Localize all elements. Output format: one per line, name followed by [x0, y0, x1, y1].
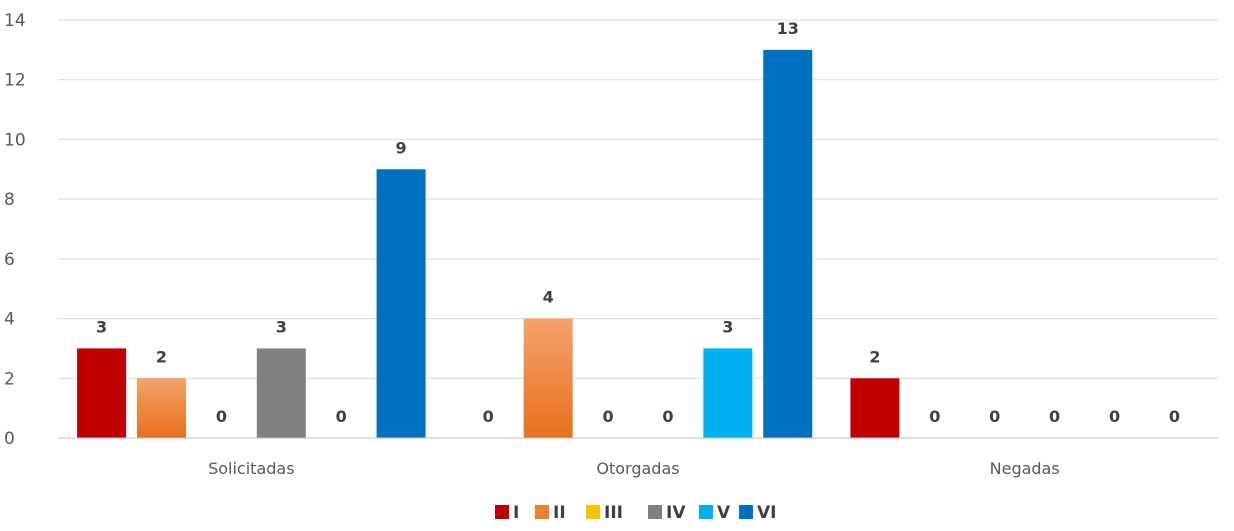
data-label: 4: [543, 288, 554, 307]
legend-label: III: [604, 503, 623, 523]
data-label: 9: [396, 138, 407, 157]
data-label: 0: [1109, 407, 1120, 426]
data-label: 0: [602, 407, 613, 426]
data-label: 0: [1049, 407, 1060, 426]
data-label: 0: [483, 407, 494, 426]
y-tick-label: 0: [4, 429, 15, 449]
legend-swatch: [699, 505, 713, 519]
bar-VI-Otorgadas: [763, 49, 813, 438]
y-axis: 0 2 4 6 8 10 12 14: [4, 11, 26, 449]
legend-swatch: [739, 505, 753, 519]
legend-label: V: [717, 503, 731, 523]
legend-item-V: V: [699, 503, 731, 523]
data-label: 13: [777, 19, 799, 38]
legend-item-VI: VI: [739, 503, 776, 523]
legend-label: IV: [666, 503, 686, 523]
category-label: Negadas: [990, 459, 1060, 478]
data-label: 3: [96, 317, 107, 336]
bar-II-Otorgadas: [523, 318, 573, 438]
legend-label: II: [553, 503, 566, 523]
data-label: 0: [216, 407, 227, 426]
bar-I-Solicitadas: [77, 348, 127, 438]
y-tick-label: 4: [4, 310, 15, 330]
legend-item-I: I: [495, 503, 519, 523]
legend-item-IV: IV: [648, 503, 686, 523]
bars: [77, 49, 900, 439]
y-tick-label: 2: [4, 369, 15, 389]
x-axis: Solicitadas Otorgadas Negadas: [58, 437, 1218, 478]
data-label: 2: [869, 347, 880, 366]
legend: I II III IV V VI: [495, 503, 776, 523]
legend-swatch: [586, 505, 600, 519]
legend-swatch: [648, 505, 662, 519]
legend-swatch: [535, 505, 549, 519]
y-tick-label: 8: [4, 190, 15, 210]
y-tick-label: 14: [4, 11, 26, 31]
bar-I-Negadas: [850, 378, 900, 438]
bar-II-Solicitadas: [136, 378, 186, 438]
legend-item-II: II: [535, 503, 566, 523]
y-tick-label: 10: [4, 130, 26, 150]
data-label: 0: [929, 407, 940, 426]
category-label: Otorgadas: [596, 459, 679, 478]
bar-IV-Solicitadas: [256, 348, 306, 438]
data-label: 3: [722, 317, 733, 336]
data-labels: 3 2 0 3 0 9 0 4 0 0 3 13 2 0 0 0 0 0: [96, 19, 1180, 426]
bar-VI-Solicitadas: [376, 169, 426, 439]
legend-item-III: III: [586, 503, 623, 523]
category-label: Solicitadas: [208, 459, 294, 478]
data-label: 0: [989, 407, 1000, 426]
data-label: 2: [156, 347, 167, 366]
legend-label: VI: [757, 503, 776, 523]
y-tick-label: 6: [4, 250, 15, 270]
legend-swatch: [495, 505, 509, 519]
bar-V-Otorgadas: [703, 348, 753, 438]
data-label: 0: [336, 407, 347, 426]
gridlines: [58, 19, 1218, 379]
y-tick-label: 12: [4, 71, 26, 91]
data-label: 0: [1169, 407, 1180, 426]
data-label: 0: [662, 407, 673, 426]
legend-label: I: [513, 503, 519, 523]
data-label: 3: [276, 317, 287, 336]
